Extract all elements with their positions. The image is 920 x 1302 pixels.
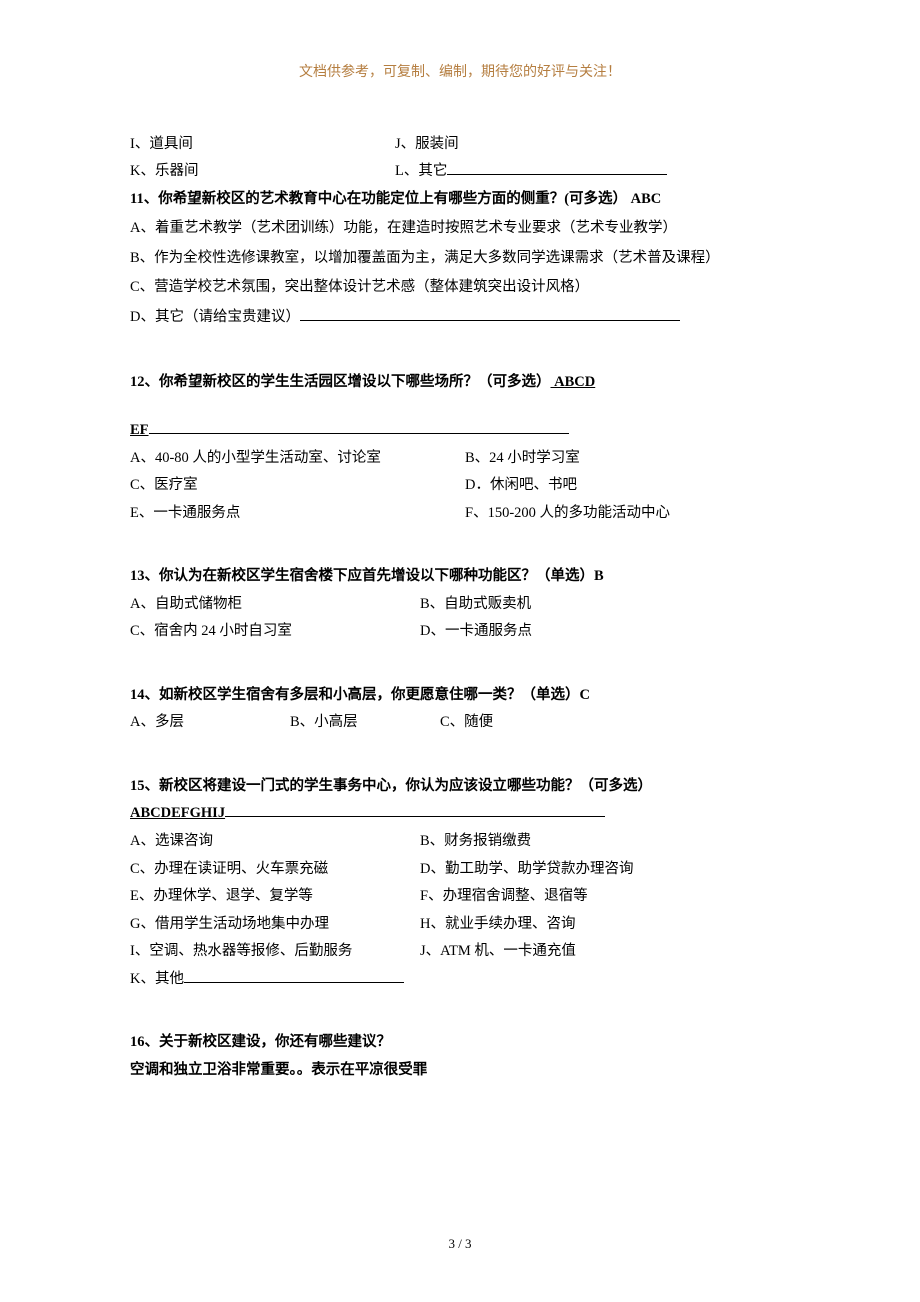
q12-title-ans: ABCD: [551, 374, 596, 390]
q15-row-ef: E、办理休学、退学、复学等 F、办理宿舍调整、退宿等: [130, 883, 790, 911]
q15-opt-f: F、办理宿舍调整、退宿等: [420, 888, 588, 904]
q11-opt-c: C、营造学校艺术氛围，突出整体设计艺术感（整体建筑突出设计风格）: [130, 274, 790, 302]
q15-title: 15、新校区将建设一门式的学生事务中心，你认为应该设立哪些功能？（可多选）: [130, 773, 790, 801]
q12-row-cd: C、医疗室 D．休闲吧、书吧: [130, 472, 790, 500]
q10-row-kl: K、乐器间 L、其它: [130, 158, 790, 186]
header-note: 文档供参考，可复制、编制，期待您的好评与关注！: [130, 60, 790, 87]
q11-title: 11、你希望新校区的艺术教育中心在功能定位上有哪些方面的侧重？(可多选） ABC: [130, 186, 790, 214]
q16-answer: 空调和独立卫浴非常重要。。表示在平凉很受罪: [130, 1057, 790, 1085]
q14-title: 14、如新校区学生宿舍有多层和小高层，你更愿意住哪一类？（单选）C: [130, 682, 790, 710]
q13-row-ab: A、自助式储物柜 B、自助式贩卖机: [130, 591, 790, 619]
q15-opt-e: E、办理休学、退学、复学等: [130, 888, 313, 904]
q13-opt-b: B、自助式贩卖机: [420, 596, 531, 612]
q13-title: 13、你认为在新校区学生宿舍楼下应首先增设以下哪种功能区？（单选）B: [130, 563, 790, 591]
q15-row-ab: A、选课咨询 B、财务报销缴费: [130, 828, 790, 856]
q12-opt-f: F、150-200 人的多功能活动中心: [465, 505, 670, 521]
q13-opt-a: A、自助式储物柜: [130, 596, 242, 612]
q13-row-cd: C、宿舍内 24 小时自习室 D、一卡通服务点: [130, 618, 790, 646]
q12-opt-a: A、40-80 人的小型学生活动室、讨论室: [130, 450, 381, 466]
q15-opt-j: J、ATM 机、一卡通充值: [420, 943, 576, 959]
q15-blank[interactable]: [225, 816, 605, 817]
page-footer: 3 / 3: [0, 1236, 920, 1252]
q12-ef-line: EF: [130, 417, 790, 445]
q12-opt-b: B、24 小时学习室: [465, 450, 580, 466]
q15-opt-h: H、就业手续办理、咨询: [420, 916, 575, 932]
q14-opts: A、多层 B、小高层 C、随便: [130, 709, 790, 737]
q10-opt-l-prefix: L、其它: [395, 163, 447, 179]
q10-blank[interactable]: [447, 174, 667, 175]
q12-title-pre: 12、你希望新校区的学生生活园区增设以下哪些场所？（可多选）: [130, 374, 551, 390]
q14-opt-b: B、小高层: [290, 714, 358, 730]
q12-row-ef: E、一卡通服务点 F、150-200 人的多功能活动中心: [130, 500, 790, 528]
q15-opt-b: B、财务报销缴费: [420, 833, 531, 849]
q12-opt-d: D．休闲吧、书吧: [465, 477, 577, 493]
q15-k-blank[interactable]: [184, 982, 404, 983]
q15-row-cd: C、办理在读证明、火车票充磁 D、勤工助学、助学贷款办理咨询: [130, 856, 790, 884]
q15-opt-g: G、借用学生活动场地集中办理: [130, 916, 329, 932]
q12-ef-blank[interactable]: [149, 433, 569, 434]
q15-ans: ABCDEFGHIJ: [130, 805, 225, 821]
q14-opt-a: A、多层: [130, 714, 184, 730]
q11-opt-b: B、作为全校性选修课教室，以增加覆盖面为主，满足大多数同学选课需求（艺术普及课程…: [130, 245, 790, 273]
q10-row-ij: I、道具间 J、服装间: [130, 131, 790, 159]
page-content: 文档供参考，可复制、编制，期待您的好评与关注！ I、道具间 J、服装间 K、乐器…: [0, 0, 920, 1124]
q14-opt-c: C、随便: [440, 714, 493, 730]
q11-opt-d-prefix: D、其它（请给宝贵建议）: [130, 309, 300, 325]
q15-opt-d: D、勤工助学、助学贷款办理咨询: [420, 861, 633, 877]
q15-opt-k-prefix: K、其他: [130, 971, 184, 987]
q15-ans-line: ABCDEFGHIJ: [130, 800, 790, 828]
q12-opt-e: E、一卡通服务点: [130, 505, 240, 521]
q16-title: 16、关于新校区建设，你还有哪些建议？: [130, 1029, 790, 1057]
q15-opt-c: C、办理在读证明、火车票充磁: [130, 861, 328, 877]
q12-opt-c: C、医疗室: [130, 477, 198, 493]
q12-title: 12、你希望新校区的学生生活园区增设以下哪些场所？（可多选） ABCD: [130, 369, 790, 397]
q13-opt-c: C、宿舍内 24 小时自习室: [130, 623, 292, 639]
q15-opt-i: I、空调、热水器等报修、后勤服务: [130, 943, 352, 959]
q15-row-k: K、其他: [130, 966, 790, 994]
q11-opt-d: D、其它（请给宝贵建议）: [130, 304, 790, 332]
q15-opt-a: A、选课咨询: [130, 833, 213, 849]
q11-blank[interactable]: [300, 320, 680, 321]
q12-ef: EF: [130, 422, 149, 438]
q12-row-ab: A、40-80 人的小型学生活动室、讨论室 B、24 小时学习室: [130, 445, 790, 473]
q15-row-gh: G、借用学生活动场地集中办理 H、就业手续办理、咨询: [130, 911, 790, 939]
q15-row-ij: I、空调、热水器等报修、后勤服务 J、ATM 机、一卡通充值: [130, 938, 790, 966]
q10-opt-i: I、道具间: [130, 136, 193, 152]
q10-opt-k: K、乐器间: [130, 163, 198, 179]
q11-opt-a: A、着重艺术教学（艺术团训练）功能，在建造时按照艺术专业要求（艺术专业教学）: [130, 215, 790, 243]
q10-opt-j: J、服装间: [395, 136, 459, 152]
q13-opt-d: D、一卡通服务点: [420, 623, 532, 639]
